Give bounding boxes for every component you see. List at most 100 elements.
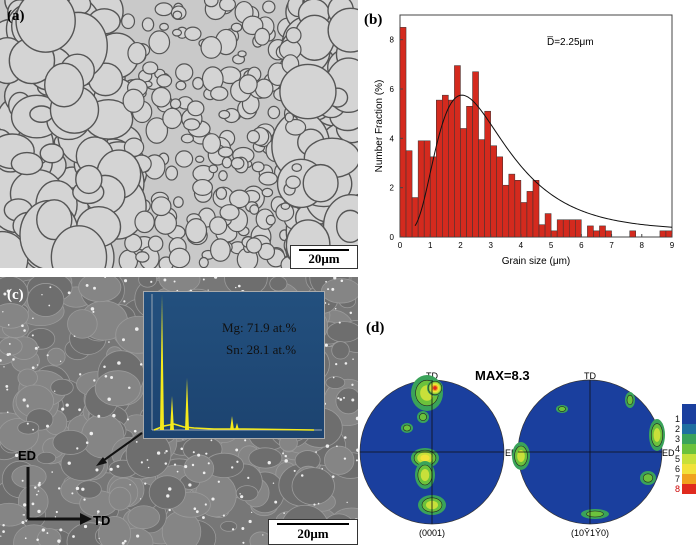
precipitate [133, 429, 137, 433]
grain [230, 157, 245, 170]
grain [162, 107, 183, 130]
colorbar-swatch [682, 484, 696, 494]
grain [108, 486, 132, 511]
grain [156, 73, 173, 88]
precipitate [331, 475, 335, 478]
histogram-bar [399, 27, 407, 238]
precipitate [248, 519, 252, 524]
precipitate [134, 327, 139, 331]
precipitate [166, 494, 170, 498]
micrograph-a [0, 0, 358, 268]
precipitate [37, 490, 40, 492]
precipitate [349, 311, 353, 315]
texture-spot [419, 413, 427, 421]
precipitate [164, 462, 168, 465]
grain [175, 150, 194, 168]
precipitate [328, 303, 330, 305]
precipitate [315, 451, 317, 453]
precipitate [147, 466, 150, 469]
precipitate [100, 521, 103, 524]
precipitate [121, 338, 125, 342]
precipitate [97, 414, 101, 418]
precipitate [136, 534, 140, 538]
grain [280, 202, 291, 210]
precipitate [6, 353, 10, 356]
precipitate [38, 481, 41, 484]
grain [175, 63, 194, 82]
grain [230, 22, 243, 33]
pf2-td-label: TD [584, 371, 596, 381]
eds-peak [185, 378, 189, 430]
pf1-plane-label: (0001) [419, 528, 445, 538]
precipitate [313, 503, 316, 506]
precipitate [2, 530, 5, 533]
precipitate [197, 453, 201, 457]
scale-line [277, 523, 349, 525]
precipitate [65, 403, 69, 407]
precipitate [173, 463, 177, 466]
y-tick-label: 6 [390, 85, 395, 94]
grain [165, 165, 179, 181]
histogram-bar [436, 99, 443, 238]
precipitate [37, 509, 41, 514]
pf1-ed-label: ED [505, 448, 518, 458]
precipitate [321, 468, 324, 470]
grain [195, 155, 205, 164]
precipitate [126, 418, 129, 421]
precipitate [236, 460, 239, 463]
precipitate [104, 277, 107, 279]
grain [279, 63, 337, 120]
grain [209, 216, 228, 236]
grain [36, 451, 57, 465]
histogram-bar [423, 140, 431, 238]
eds-baseline [153, 423, 315, 431]
scale-bar-a: 20μm [290, 245, 358, 269]
precipitate [128, 386, 131, 389]
precipitate [112, 413, 116, 418]
precipitate [211, 497, 215, 501]
precipitate [202, 516, 205, 519]
grain [50, 225, 108, 268]
axis-ed-label: ED [18, 448, 36, 463]
grain [221, 156, 233, 169]
precipitate [83, 498, 86, 501]
precipitate [237, 284, 241, 288]
grain [0, 303, 29, 329]
texture-max-spot [433, 386, 437, 390]
precipitate [231, 528, 235, 531]
precipitate [32, 317, 34, 320]
precipitate [352, 358, 354, 360]
grain [148, 30, 171, 55]
precipitate [205, 452, 208, 455]
precipitate [49, 286, 52, 289]
precipitate [104, 374, 108, 378]
precipitate [317, 502, 320, 505]
precipitate [21, 479, 24, 482]
grain [269, 277, 288, 292]
precipitate [176, 470, 179, 473]
grain [151, 86, 172, 108]
max-label: MAX=8.3 [475, 368, 530, 383]
mean-annotation: D̅=2.25μm [547, 36, 594, 48]
precipitate [36, 538, 39, 541]
precipitate [34, 486, 37, 489]
fit-curve [414, 94, 673, 228]
colorbar-swatch [682, 434, 696, 444]
grain [258, 171, 278, 186]
precipitate [93, 379, 96, 382]
grain [37, 528, 62, 545]
precipitate [204, 503, 207, 506]
precipitate [24, 537, 27, 540]
histogram-bar [568, 219, 576, 238]
grain [15, 0, 76, 53]
precipitate [85, 283, 89, 287]
precipitate [21, 520, 25, 524]
y-tick-label: 4 [390, 134, 395, 143]
grain [203, 0, 219, 8]
grain [219, 0, 237, 12]
precipitate [59, 360, 62, 363]
grain [202, 133, 222, 154]
histogram-bar [538, 224, 546, 238]
precipitate [325, 444, 330, 448]
precipitate [267, 461, 271, 465]
